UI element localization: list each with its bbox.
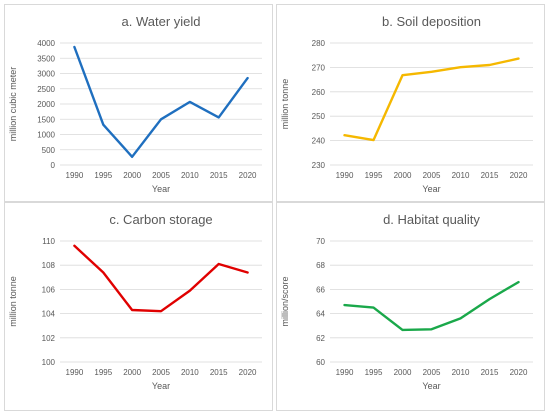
x-tick-label: 2005 <box>423 368 441 377</box>
y-tick-label: 64 <box>316 310 325 319</box>
x-tick-label: 1995 <box>94 368 112 377</box>
x-tick-label: 2005 <box>152 171 170 180</box>
x-tick-label: 2020 <box>510 368 528 377</box>
y-tick-label: 0 <box>51 161 56 170</box>
x-tick-label: 2020 <box>510 171 528 180</box>
y-axis-title: million cubic meter <box>8 67 18 142</box>
chart-title: d. Habitat quality <box>383 212 480 227</box>
y-tick-label: 60 <box>316 358 325 367</box>
x-tick-label: 2015 <box>481 368 499 377</box>
y-tick-label: 62 <box>316 334 325 343</box>
x-tick-label: 1990 <box>66 368 84 377</box>
y-tick-label: 260 <box>312 88 326 97</box>
x-tick-label: 2010 <box>181 171 199 180</box>
chart-title: c. Carbon storage <box>109 212 212 227</box>
y-tick-label: 2000 <box>37 100 55 109</box>
x-tick-label: 2000 <box>123 171 141 180</box>
y-tick-label: 68 <box>316 261 325 270</box>
series-line <box>343 57 520 142</box>
x-tick-label: 2005 <box>152 368 170 377</box>
y-tick-label: 106 <box>42 285 56 294</box>
chart-panel: c. Carbon storage 100 102 104 106 108 110 1990 1… <box>4 202 273 411</box>
chart-title: a. Water yield <box>122 14 201 29</box>
y-tick-label: 1000 <box>37 131 55 140</box>
series-line <box>343 280 520 332</box>
x-tick-label: 2000 <box>123 368 141 377</box>
x-tick-label: 2020 <box>239 171 257 180</box>
y-tick-label: 4000 <box>37 39 55 48</box>
panel-border <box>276 4 545 202</box>
series-line <box>73 45 249 159</box>
x-tick-label: 1990 <box>66 171 84 180</box>
x-tick-label: 2015 <box>210 368 228 377</box>
x-tick-label: 2015 <box>481 171 499 180</box>
panel-border <box>4 202 273 411</box>
chart-panel: a. Water yield 0 500 1000 1500 2000 2500 3000 35… <box>4 4 273 202</box>
x-axis-title: Year <box>422 381 440 391</box>
panel-border <box>276 202 545 411</box>
x-axis-title: Year <box>152 381 170 391</box>
y-tick-label: 500 <box>42 146 56 155</box>
x-tick-label: 2000 <box>394 171 412 180</box>
x-tick-label: 2020 <box>239 368 257 377</box>
x-tick-label: 2000 <box>394 368 412 377</box>
chart-title: b. Soil deposition <box>382 14 481 29</box>
x-tick-label: 1990 <box>336 368 354 377</box>
y-tick-label: 1500 <box>37 115 55 124</box>
y-tick-label: 270 <box>312 63 326 72</box>
x-tick-label: 2005 <box>423 171 441 180</box>
y-tick-label: 280 <box>312 39 326 48</box>
y-tick-label: 102 <box>42 334 56 343</box>
y-tick-label: 108 <box>42 261 56 270</box>
y-tick-label: 230 <box>312 161 326 170</box>
x-tick-label: 1995 <box>94 171 112 180</box>
x-tick-label: 1995 <box>365 368 383 377</box>
y-tick-label: 3000 <box>37 70 55 79</box>
y-tick-label: 240 <box>312 137 326 146</box>
y-axis-title: million tonne <box>8 276 18 327</box>
y-axis-title: million tonne <box>280 79 290 130</box>
x-axis-title: Year <box>152 184 170 194</box>
y-tick-label: 250 <box>312 112 326 121</box>
y-axis-title: million/score <box>280 276 290 326</box>
y-tick-label: 66 <box>316 285 325 294</box>
y-tick-label: 104 <box>42 310 56 319</box>
x-tick-label: 2015 <box>210 171 228 180</box>
y-tick-label: 100 <box>42 358 56 367</box>
chart-panel: b. Soil deposition 230 240 250 260 270 280 1990… <box>276 4 545 202</box>
x-tick-label: 2010 <box>181 368 199 377</box>
chart-panel: d. Habitat quality 60 62 64 66 68 70 1990 1995 20… <box>276 202 545 411</box>
y-tick-label: 110 <box>42 237 55 246</box>
x-tick-label: 2010 <box>452 368 470 377</box>
x-tick-label: 2010 <box>452 171 470 180</box>
y-tick-label: 70 <box>316 237 325 246</box>
x-axis-title: Year <box>422 184 440 194</box>
x-tick-label: 1990 <box>336 171 354 180</box>
series-line <box>73 244 249 313</box>
y-tick-label: 3500 <box>37 54 55 63</box>
x-tick-label: 1995 <box>365 171 383 180</box>
y-tick-label: 2500 <box>37 85 55 94</box>
